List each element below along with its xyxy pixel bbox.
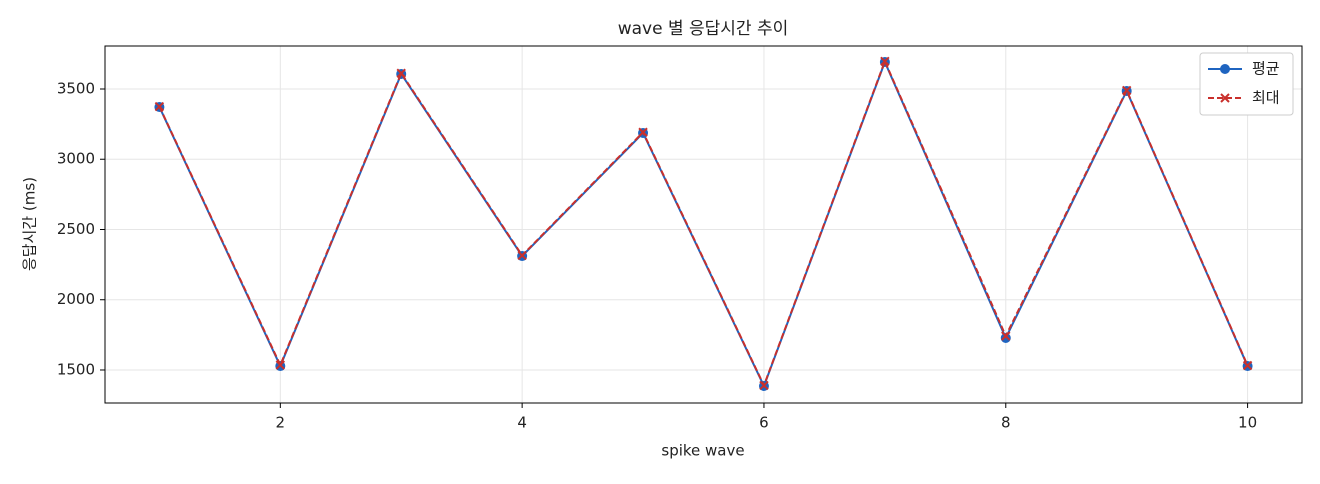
marker bbox=[1001, 331, 1011, 341]
plot-frame bbox=[104, 45, 1303, 404]
marker bbox=[759, 380, 769, 391]
chart-title: wave 별 응답시간 추이 bbox=[618, 19, 789, 39]
y-tick-label: 2000 bbox=[57, 290, 95, 308]
line bbox=[158, 58, 1249, 388]
y-tick-label: 3000 bbox=[57, 150, 95, 168]
y-axis-label: 응답시간 (ms) bbox=[21, 177, 39, 271]
y-tick-label: 1500 bbox=[57, 360, 95, 378]
marker bbox=[517, 250, 527, 261]
x-tick-label: 8 bbox=[1001, 414, 1011, 432]
line bbox=[158, 59, 1249, 389]
y-tick-label: 2500 bbox=[57, 220, 95, 238]
marker bbox=[275, 360, 286, 370]
marker bbox=[1242, 360, 1253, 371]
legend-label: 평균 bbox=[1252, 60, 1280, 78]
marker bbox=[396, 68, 406, 78]
marker bbox=[154, 101, 165, 112]
y-tick-label: 3500 bbox=[57, 79, 95, 97]
x-axis-label: spike wave bbox=[661, 442, 744, 460]
legend-label: 최대 bbox=[1252, 89, 1280, 107]
marker bbox=[638, 127, 648, 137]
x-tick-label: 2 bbox=[276, 414, 286, 432]
x-tick-label: 10 bbox=[1238, 414, 1257, 432]
legend-marker bbox=[1220, 93, 1230, 103]
marker bbox=[1121, 85, 1132, 96]
marker bbox=[880, 56, 890, 67]
legend-marker bbox=[1220, 64, 1230, 74]
x-tick-label: 4 bbox=[517, 414, 527, 432]
x-tick-label: 6 bbox=[759, 414, 769, 432]
